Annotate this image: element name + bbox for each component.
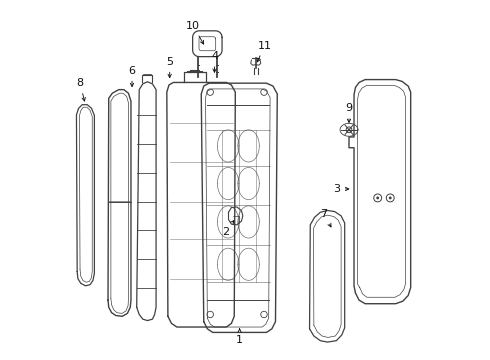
Text: 2: 2 (221, 221, 234, 237)
Text: 1: 1 (236, 329, 243, 345)
Text: 3: 3 (333, 184, 349, 194)
Text: 5: 5 (166, 57, 173, 78)
Text: 8: 8 (76, 78, 85, 101)
Text: 11: 11 (257, 41, 272, 62)
Text: 7: 7 (320, 209, 331, 227)
Circle shape (376, 197, 379, 199)
Text: 4: 4 (211, 51, 218, 72)
Text: 6: 6 (128, 66, 136, 86)
Text: 9: 9 (345, 103, 353, 122)
Circle shape (348, 129, 350, 131)
Circle shape (389, 197, 392, 199)
Text: 10: 10 (186, 21, 204, 44)
